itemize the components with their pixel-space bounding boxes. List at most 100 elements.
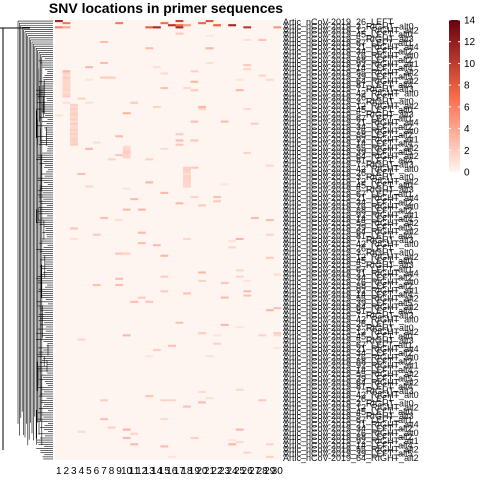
heatmap-cell xyxy=(198,279,206,282)
heatmap-cell xyxy=(160,418,169,421)
heatmap-cell xyxy=(265,443,274,446)
x-tick-labels: 1 2 3 4 5 6 7 8 9 1011121314151617181920212223242… xyxy=(56,466,283,477)
heatmap-cell xyxy=(100,399,109,402)
x-tick-label: 28 xyxy=(257,466,269,477)
row-label: Artic_nCoV-2019_14_LEFT_alt4 xyxy=(283,365,413,375)
heatmap-cell xyxy=(243,290,252,293)
heatmap-cell xyxy=(70,112,78,115)
heatmap-cell xyxy=(220,281,229,284)
row-label: Artic_nCoV-2019_5_RIGHT_alt3 xyxy=(283,260,414,270)
x-tick-label: 10 xyxy=(121,466,133,477)
row-label: Artic_nCoV-2019_7_RIGHT_alt3 xyxy=(283,84,414,94)
heatmap-cell xyxy=(160,22,169,25)
row-label: Artic_nCoV-2019_88_LEFT_alt2 xyxy=(283,281,413,291)
colorbar-tick-label: 10 xyxy=(464,59,476,70)
row-label: Artic_nCoV-2019_21_RIGHT_alt4 xyxy=(283,269,419,279)
heatmap-cell xyxy=(160,275,169,278)
heatmap-cell xyxy=(62,70,71,73)
heatmap-cell xyxy=(258,38,267,41)
row-label: Artic_nCoV-2019_21_RIGHT_alt4 xyxy=(283,42,419,52)
heatmap-cell xyxy=(145,355,154,358)
row-label: Artic_nCoV-2019_26_LEFT xyxy=(283,17,394,27)
row-label: Artic_nCoV-2019_5_RIGHT_alt3 xyxy=(283,34,414,44)
row-label: Artic_nCoV-2019_34_LEFT_alt2 xyxy=(283,348,413,358)
heatmap-cell xyxy=(183,168,191,171)
heatmap-cell xyxy=(70,227,78,230)
heatmap-cell xyxy=(235,269,244,272)
row-label: Artic_nCoV-2019_45_LEFT_alt0 xyxy=(283,181,413,191)
heatmap-cell xyxy=(273,334,282,337)
row-label: Artic_nCoV-2019_64_RIGHT_alt2 xyxy=(283,377,419,387)
heatmap-cell xyxy=(190,436,199,440)
row-label: Artic_nCoV-2019_42_RIGHT_alt0 xyxy=(283,164,419,174)
heatmap-cell xyxy=(183,87,191,90)
row-label: Artic_nCoV-2019_3_RIGHT_alt0 xyxy=(283,398,414,408)
heatmap-cell xyxy=(115,284,124,287)
row-label: Artic_nCoV-2019_21_RIGHT_alt4 xyxy=(283,419,419,429)
heatmap-cell xyxy=(190,70,199,73)
heatmap-cell xyxy=(168,455,176,458)
row-label: Artic_nCoV-2019_34_LEFT_alt2 xyxy=(283,197,413,207)
heatmap-cell xyxy=(145,26,154,29)
row-label: Artic_nCoV-2019_3_RIGHT_alt0 xyxy=(283,21,414,31)
heatmap-cell xyxy=(190,120,199,123)
row-label: Artic_nCoV-2019_81_LEFT_alt4 xyxy=(283,155,413,165)
heatmap-cell xyxy=(62,84,71,88)
heatmap-cell xyxy=(137,208,146,211)
x-tick-label: 26 xyxy=(242,466,254,477)
colorbar-tick-label: 14 xyxy=(464,16,476,27)
x-tick-label: 19 xyxy=(189,466,201,477)
heatmap-cell xyxy=(100,216,109,220)
row-label: Artic_nCoV-2019_5_RIGHT_alt3 xyxy=(283,411,414,421)
row-label: Artic_nCoV-2019_39_LEFT_alt5 xyxy=(283,147,413,157)
row-label: Artic_nCoV-2019_55_RIGHT_alt2 xyxy=(283,218,419,228)
heatmap-cell xyxy=(152,105,161,108)
heatmap-cell xyxy=(77,430,86,433)
row-label: Artic_nCoV-2019_67_LEFT_alt1 xyxy=(283,189,413,199)
heatmap-cell xyxy=(62,93,71,96)
heatmap-cell xyxy=(190,139,199,142)
heatmap-cell xyxy=(228,24,237,27)
x-tick-label: 23 xyxy=(219,466,231,477)
colorbar-tick-label: 12 xyxy=(464,37,476,48)
heatmap-cell xyxy=(243,68,252,71)
heatmap-cell xyxy=(137,242,146,245)
row-label: Artic_nCoV-2019_92_RIGHT_alt1 xyxy=(283,361,419,371)
heatmap-cell xyxy=(160,399,169,402)
x-tick-label: 14 xyxy=(151,466,163,477)
heatmap-cell xyxy=(168,399,176,402)
x-tick-label: 15 xyxy=(159,466,171,477)
row-label: Artic_nCoV-2019_3_RIGHT_alt0 xyxy=(283,172,414,182)
heatmap-cell xyxy=(85,147,93,150)
row-label: Artic_nCoV-2019_34_LEFT_alt2 xyxy=(283,273,413,283)
heatmap-cell xyxy=(100,418,109,421)
heatmap-cell xyxy=(258,74,267,77)
heatmap-cell xyxy=(115,22,124,25)
row-label: Artic_nCoV-2019_76_RIGHT_alt0 xyxy=(283,428,419,438)
row-label: Artic_nCoV-2019_88_LEFT_alt2 xyxy=(283,357,413,367)
heatmap-cell xyxy=(55,20,63,23)
heatmap-cell xyxy=(115,277,124,280)
heatmap-cell xyxy=(243,64,252,67)
row-label: Artic_nCoV-2019_64_RIGHT_alt2 xyxy=(283,302,419,312)
heatmap-cell xyxy=(152,66,161,69)
x-tick-label: 18 xyxy=(181,466,193,477)
x-tick-label: 2 xyxy=(64,466,70,477)
heatmap-cell xyxy=(70,105,78,108)
heatmap-cell xyxy=(55,114,63,117)
heatmap-cell xyxy=(265,256,274,259)
row-label: Artic_nCoV-2019_76_RIGHT_alt0 xyxy=(283,277,419,287)
heatmap-cell xyxy=(70,120,78,123)
row-label: Artic_nCoV-2019_26_LEFT xyxy=(283,243,394,253)
heatmap-cell xyxy=(243,38,252,41)
x-tick-label: 20 xyxy=(196,466,208,477)
heatmap-cell xyxy=(273,26,282,29)
row-label: Artic_nCoV-2019_12_RIGHT_alt2 xyxy=(283,176,419,186)
heatmap-background xyxy=(55,20,281,460)
heatmap-cell xyxy=(70,108,78,111)
heatmap-cell xyxy=(250,216,259,220)
x-tick-label: 13 xyxy=(144,466,156,477)
row-labels: Artic_nCoV-2019_26_LEFTArtic_nCoV-2019_3… xyxy=(283,17,419,463)
heatmap-cell xyxy=(190,89,199,92)
